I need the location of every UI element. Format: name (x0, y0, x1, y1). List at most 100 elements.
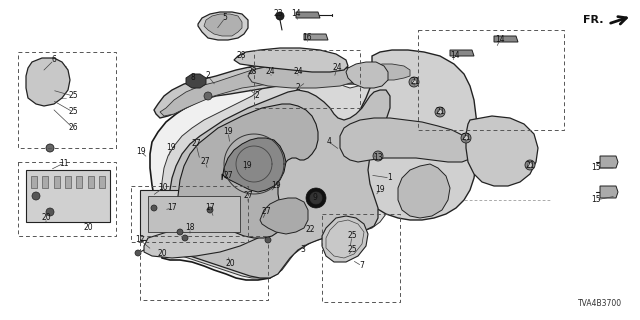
Polygon shape (148, 196, 240, 232)
Text: 16: 16 (302, 34, 312, 43)
Text: 7: 7 (360, 261, 364, 270)
Polygon shape (494, 36, 518, 42)
Text: 6: 6 (52, 55, 56, 65)
Polygon shape (304, 34, 328, 40)
Polygon shape (150, 56, 418, 280)
Text: 25: 25 (347, 231, 357, 241)
Circle shape (412, 79, 417, 84)
Text: 21: 21 (435, 108, 445, 116)
Circle shape (177, 229, 183, 235)
Text: 2: 2 (296, 84, 300, 92)
Circle shape (46, 144, 54, 152)
Polygon shape (166, 90, 390, 278)
Text: 9: 9 (312, 194, 317, 203)
Text: 10: 10 (158, 183, 168, 193)
Polygon shape (260, 198, 308, 234)
Text: 15: 15 (591, 196, 601, 204)
Polygon shape (160, 60, 410, 116)
Text: 22: 22 (305, 226, 315, 235)
Text: 15: 15 (591, 164, 601, 172)
Polygon shape (322, 216, 368, 262)
Polygon shape (186, 74, 206, 88)
Text: 2: 2 (205, 71, 211, 81)
Circle shape (373, 151, 383, 161)
Text: 5: 5 (223, 13, 227, 22)
Text: 24: 24 (332, 63, 342, 73)
Text: 8: 8 (191, 74, 195, 83)
Text: 23: 23 (273, 10, 283, 19)
Circle shape (204, 92, 212, 100)
Circle shape (306, 188, 326, 208)
Text: 27: 27 (223, 172, 233, 180)
Polygon shape (450, 50, 474, 56)
Text: 25: 25 (347, 245, 357, 254)
Text: 28: 28 (247, 68, 257, 76)
Text: 19: 19 (271, 181, 281, 190)
Circle shape (32, 192, 40, 200)
Text: 27: 27 (200, 157, 210, 166)
Polygon shape (76, 176, 83, 188)
Text: 19: 19 (242, 162, 252, 171)
Text: 3: 3 (301, 245, 305, 254)
Polygon shape (198, 12, 248, 40)
Polygon shape (99, 176, 105, 188)
Circle shape (463, 135, 468, 140)
Circle shape (182, 235, 188, 241)
Polygon shape (162, 72, 406, 278)
Circle shape (135, 250, 141, 256)
Polygon shape (54, 176, 60, 188)
Polygon shape (26, 170, 110, 222)
Text: 4: 4 (326, 138, 332, 147)
Text: 24: 24 (293, 68, 303, 76)
Text: 20: 20 (157, 250, 167, 259)
Polygon shape (176, 104, 318, 238)
Text: 21: 21 (410, 77, 420, 86)
Text: 20: 20 (225, 260, 235, 268)
Text: 28: 28 (236, 52, 246, 60)
Polygon shape (31, 176, 37, 188)
Circle shape (435, 107, 445, 117)
Polygon shape (600, 186, 618, 198)
Polygon shape (234, 48, 348, 72)
Text: 26: 26 (68, 124, 78, 132)
Text: FR.: FR. (584, 15, 604, 25)
Text: 14: 14 (495, 36, 505, 44)
Polygon shape (600, 156, 618, 168)
Polygon shape (144, 216, 268, 258)
Circle shape (409, 77, 419, 87)
Text: 17: 17 (167, 204, 177, 212)
Circle shape (46, 208, 54, 216)
Text: 19: 19 (375, 186, 385, 195)
Polygon shape (466, 116, 538, 186)
Text: 19: 19 (136, 148, 146, 156)
Text: 20: 20 (83, 223, 93, 233)
Circle shape (438, 109, 442, 115)
Polygon shape (354, 50, 478, 220)
Text: TVA4B3700: TVA4B3700 (578, 299, 622, 308)
Text: 11: 11 (60, 158, 68, 167)
Text: 27: 27 (261, 207, 271, 217)
Polygon shape (42, 176, 49, 188)
Text: 2: 2 (255, 92, 259, 100)
Circle shape (310, 192, 322, 204)
Circle shape (276, 12, 284, 20)
Polygon shape (154, 56, 416, 118)
Circle shape (265, 237, 271, 243)
Text: 25: 25 (68, 108, 78, 116)
Text: 18: 18 (185, 223, 195, 233)
Text: 27: 27 (243, 191, 253, 201)
Circle shape (151, 205, 157, 211)
Polygon shape (346, 62, 388, 88)
Text: 24: 24 (265, 68, 275, 76)
Polygon shape (340, 118, 476, 162)
Text: 12: 12 (135, 236, 145, 244)
Text: 20: 20 (41, 213, 51, 222)
Text: 25: 25 (68, 92, 78, 100)
Text: 14: 14 (291, 10, 301, 19)
Circle shape (461, 133, 471, 143)
Polygon shape (296, 12, 320, 18)
Text: 19: 19 (166, 143, 176, 153)
Polygon shape (88, 176, 93, 188)
Text: 13: 13 (373, 153, 383, 162)
Polygon shape (248, 64, 358, 88)
